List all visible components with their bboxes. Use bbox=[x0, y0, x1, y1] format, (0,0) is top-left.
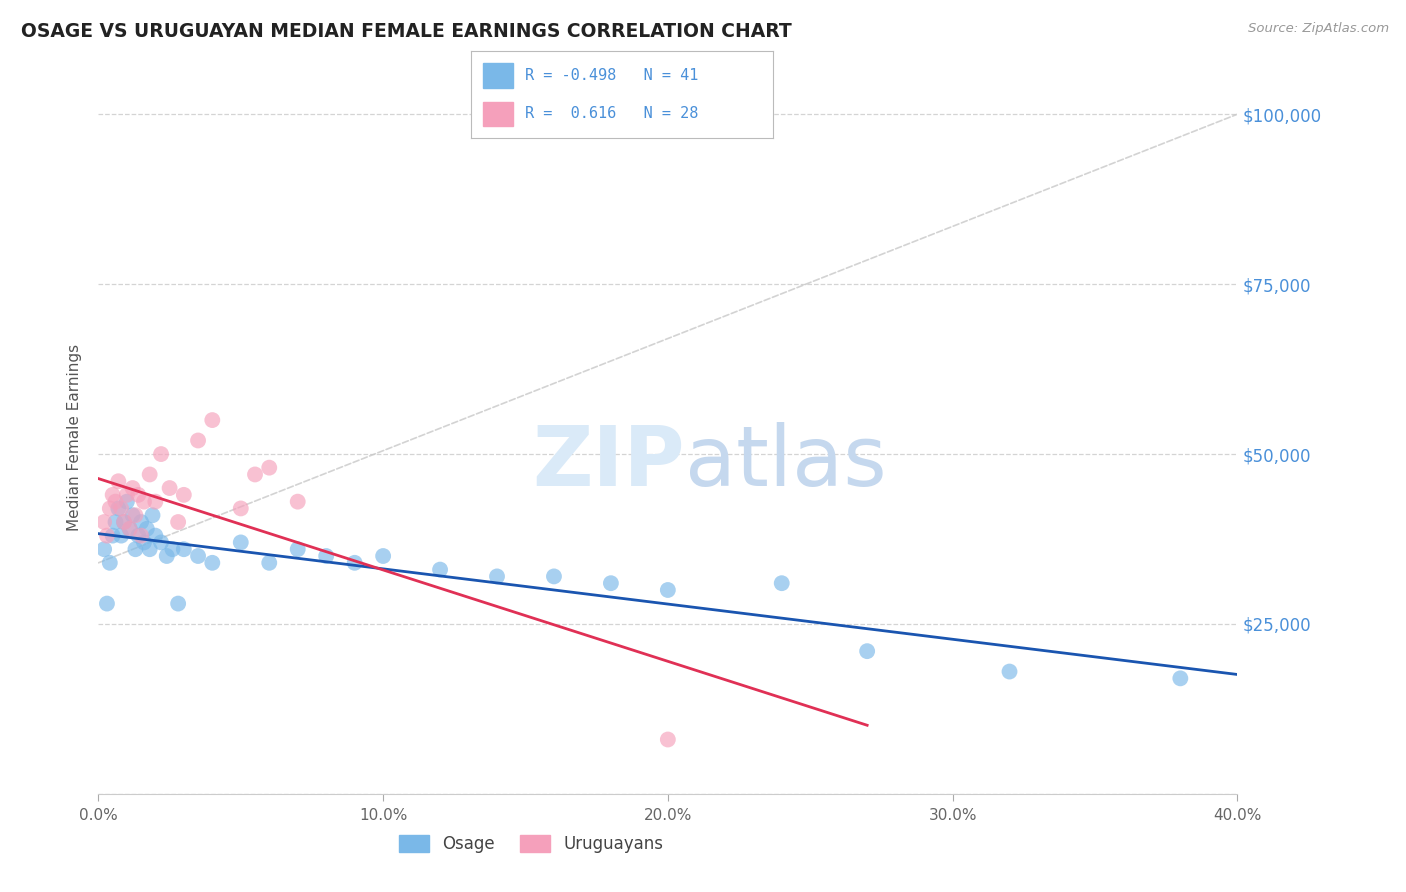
Point bbox=[167, 597, 190, 611]
Point bbox=[107, 475, 129, 489]
Point bbox=[132, 494, 155, 508]
Point bbox=[127, 528, 149, 542]
Point bbox=[373, 549, 395, 563]
Point bbox=[173, 488, 195, 502]
Point bbox=[115, 494, 138, 508]
Point bbox=[1170, 671, 1192, 685]
Point bbox=[201, 413, 224, 427]
Point bbox=[107, 501, 129, 516]
Point bbox=[93, 542, 115, 557]
Point bbox=[187, 549, 209, 563]
Point bbox=[98, 556, 121, 570]
Point bbox=[127, 488, 149, 502]
Point bbox=[287, 542, 309, 557]
Point bbox=[150, 535, 173, 549]
Point bbox=[998, 665, 1021, 679]
Point bbox=[429, 563, 451, 577]
Point bbox=[135, 522, 157, 536]
Point bbox=[138, 467, 160, 482]
Point bbox=[145, 528, 167, 542]
Text: R =  0.616   N = 28: R = 0.616 N = 28 bbox=[526, 106, 699, 121]
Point bbox=[201, 556, 224, 570]
Text: R = -0.498   N = 41: R = -0.498 N = 41 bbox=[526, 68, 699, 83]
Point bbox=[118, 522, 141, 536]
Point bbox=[162, 542, 184, 557]
Point bbox=[259, 460, 281, 475]
Point bbox=[141, 508, 163, 523]
Y-axis label: Median Female Earnings: Median Female Earnings bbox=[67, 343, 83, 531]
Point bbox=[112, 515, 135, 529]
Point bbox=[156, 549, 179, 563]
Point bbox=[104, 515, 127, 529]
Point bbox=[173, 542, 195, 557]
Point bbox=[101, 528, 124, 542]
Text: Source: ZipAtlas.com: Source: ZipAtlas.com bbox=[1249, 22, 1389, 36]
Text: OSAGE VS URUGUAYAN MEDIAN FEMALE EARNINGS CORRELATION CHART: OSAGE VS URUGUAYAN MEDIAN FEMALE EARNING… bbox=[21, 22, 792, 41]
Bar bbox=[484, 63, 513, 87]
Point bbox=[657, 582, 679, 597]
Point bbox=[96, 597, 118, 611]
Point bbox=[132, 535, 155, 549]
Bar bbox=[484, 102, 513, 126]
Point bbox=[96, 528, 118, 542]
Point bbox=[124, 508, 146, 523]
Point bbox=[104, 494, 127, 508]
Point bbox=[129, 528, 152, 542]
Point bbox=[121, 508, 143, 523]
Point bbox=[856, 644, 879, 658]
Point bbox=[287, 494, 309, 508]
Point bbox=[145, 494, 167, 508]
Point bbox=[187, 434, 209, 448]
Point bbox=[138, 542, 160, 557]
Legend: Osage, Uruguayans: Osage, Uruguayans bbox=[399, 835, 664, 854]
Point bbox=[129, 515, 152, 529]
Point bbox=[229, 501, 252, 516]
Point bbox=[101, 488, 124, 502]
Text: ZIP: ZIP bbox=[533, 422, 685, 502]
Point bbox=[600, 576, 623, 591]
Point bbox=[112, 515, 135, 529]
Point bbox=[121, 481, 143, 495]
Point bbox=[93, 515, 115, 529]
Point bbox=[657, 732, 679, 747]
Point bbox=[110, 501, 132, 516]
Point bbox=[118, 522, 141, 536]
Point bbox=[259, 556, 281, 570]
Point bbox=[167, 515, 190, 529]
Point bbox=[343, 556, 366, 570]
Point bbox=[229, 535, 252, 549]
Point bbox=[243, 467, 266, 482]
Point bbox=[315, 549, 337, 563]
Point bbox=[770, 576, 793, 591]
Point bbox=[98, 501, 121, 516]
Point bbox=[486, 569, 509, 583]
Point bbox=[110, 528, 132, 542]
Point bbox=[159, 481, 181, 495]
Point bbox=[543, 569, 565, 583]
Text: atlas: atlas bbox=[685, 422, 887, 502]
Point bbox=[150, 447, 173, 461]
Point bbox=[115, 488, 138, 502]
Point bbox=[124, 542, 146, 557]
